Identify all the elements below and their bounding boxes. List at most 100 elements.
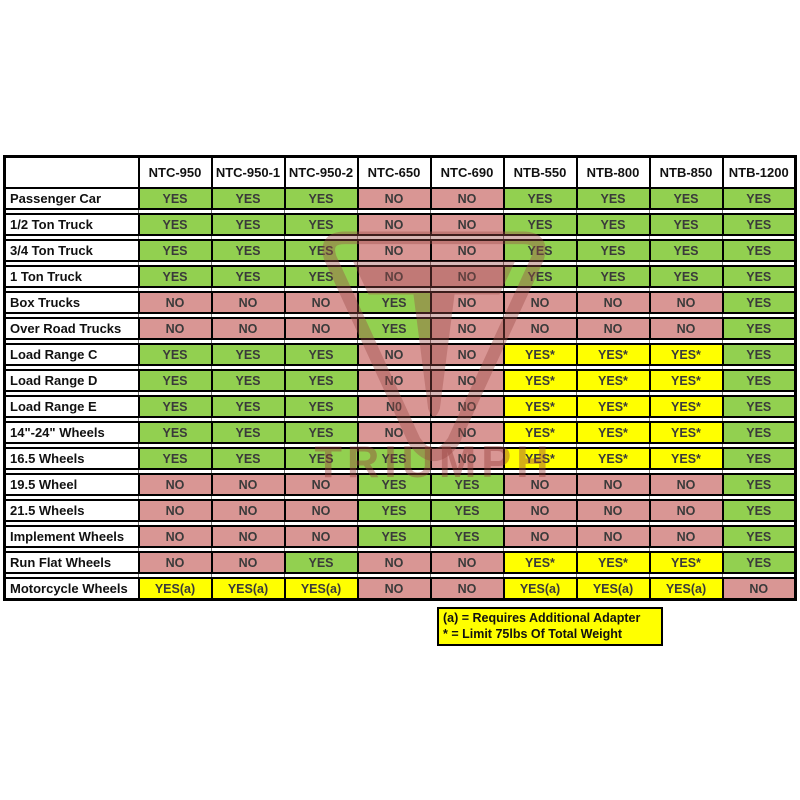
row-label: 3/4 Ton Truck [3,239,140,262]
table-cell: NO [429,551,505,574]
table-row: 21.5 Wheels NO NO NO YES YES NO NO NO YES [3,499,797,522]
table-cell: NO [502,317,578,340]
table-cell: YES [721,473,797,496]
row-label: Passenger Car [3,187,140,210]
table-cell: NO [356,343,432,366]
table-cell: YES* [648,369,724,392]
row-label: Motorcycle Wheels [3,577,140,601]
table-cell: YES(a) [137,577,213,601]
table-cell: YES [137,213,213,236]
table-cell: YES [283,265,359,288]
table-row: Run Flat Wheels NO NO YES NO NO YES* YES* YES* Y… [3,551,797,574]
row-label: 21.5 Wheels [3,499,140,522]
table-cell: NO [137,291,213,314]
table-row: Load Range D YES YES YES NO NO YES* YES* YES* YE… [3,369,797,392]
table-cell: NO [429,265,505,288]
row-label: Load Range E [3,395,140,418]
row-label: Load Range C [3,343,140,366]
column-header: NTB-550 [502,155,578,189]
table-cell: YES [648,239,724,262]
table-cell: YES [283,213,359,236]
column-header: NTB-800 [575,155,651,189]
table-cell: YES* [502,421,578,444]
table-cell: NO [648,525,724,548]
column-header: NTB-850 [648,155,724,189]
table-cell: YES [283,187,359,210]
table-cell: YES [429,525,505,548]
table-cell: YES* [575,421,651,444]
column-header: NTC-950 [137,155,213,189]
table-cell: NO [429,421,505,444]
table-cell: YES* [502,369,578,392]
table-cell: YES(a) [210,577,286,601]
table-cell: YES [502,265,578,288]
table-cell: YES [137,343,213,366]
column-header: NTC-950-2 [283,155,359,189]
table-cell: YES [210,239,286,262]
table-row: 19.5 Wheel NO NO NO YES YES NO NO NO YES [3,473,797,496]
header-row: NTC-950 NTC-950-1 NTC-950-2 NTC-650 NTC-… [3,155,797,189]
table-row: 14"-24" Wheels YES YES YES NO NO YES* YES* YES*… [3,421,797,444]
row-label: 14"-24" Wheels [3,421,140,444]
table-cell: YES [356,291,432,314]
footnote-box: (a) = Requires Additional Adapter * = Li… [437,607,663,646]
table-row: Load Range E YES YES YES N0 NO YES* YES* YES* YE… [3,395,797,418]
table-row: 3/4 Ton Truck YES YES YES NO NO YES YES YES YES [3,239,797,262]
table-row: Passenger Car YES YES YES NO NO YES YES YES YES [3,187,797,210]
table-cell: YES [356,447,432,470]
spacer-row [4,390,796,397]
table-cell: NO [283,317,359,340]
table-row: Over Road Trucks NO NO NO YES NO NO NO NO YES [3,317,797,340]
table-cell: YES [356,473,432,496]
row-label: Box Trucks [3,291,140,314]
table-row: Box Trucks NO NO NO YES NO NO NO NO YES [3,291,797,314]
table-cell: NO [502,499,578,522]
table-cell: YES [721,395,797,418]
table-cell: YES* [575,343,651,366]
table-cell: YES [210,265,286,288]
table-cell: YES [283,239,359,262]
table-cell: YES* [575,395,651,418]
column-header: NTC-690 [429,155,505,189]
spacer-row [4,442,796,449]
table-cell: NO [429,291,505,314]
row-label: Over Road Trucks [3,317,140,340]
table-cell: YES [429,499,505,522]
table-cell: NO [210,525,286,548]
table-cell: NO [356,187,432,210]
table-cell: YES [210,421,286,444]
table-cell: YES [137,421,213,444]
table-cell: NO [575,525,651,548]
table-cell: YES [575,213,651,236]
table-cell: YES [137,369,213,392]
table-cell: NO [575,317,651,340]
table-cell: YES [721,213,797,236]
row-label: 1 Ton Truck [3,265,140,288]
table-cell: YES [137,447,213,470]
table-cell: NO [502,473,578,496]
table-cell: NO [721,577,797,601]
table-cell: YES [721,343,797,366]
table-cell: YES [210,187,286,210]
footnote-line: (a) = Requires Additional Adapter [443,611,641,625]
table-cell: YES [721,421,797,444]
table-cell: YES* [502,551,578,574]
table-cell: NO [429,317,505,340]
table-cell: YES [210,447,286,470]
table-cell: NO [429,577,505,601]
table-row: Load Range C YES YES YES NO NO YES* YES* YES* YE… [3,343,797,366]
table-cell: NO [356,577,432,601]
table-cell: YES [356,499,432,522]
table-cell: YES [721,551,797,574]
table-cell: NO [648,499,724,522]
footnote-line: * = Limit 75lbs Of Total Weight [443,627,623,641]
table-row: 1 Ton Truck YES YES YES NO NO YES YES YES YES [3,265,797,288]
table-cell: YES* [648,395,724,418]
table-row: 16.5 Wheels YES YES YES YES NO YES* YES* YES* YE… [3,447,797,470]
table-cell: YES* [575,369,651,392]
corner-cell [3,155,140,189]
table-cell: NO [210,317,286,340]
table-cell: NO [502,291,578,314]
table-cell: YES [721,499,797,522]
table-cell: NO [210,473,286,496]
